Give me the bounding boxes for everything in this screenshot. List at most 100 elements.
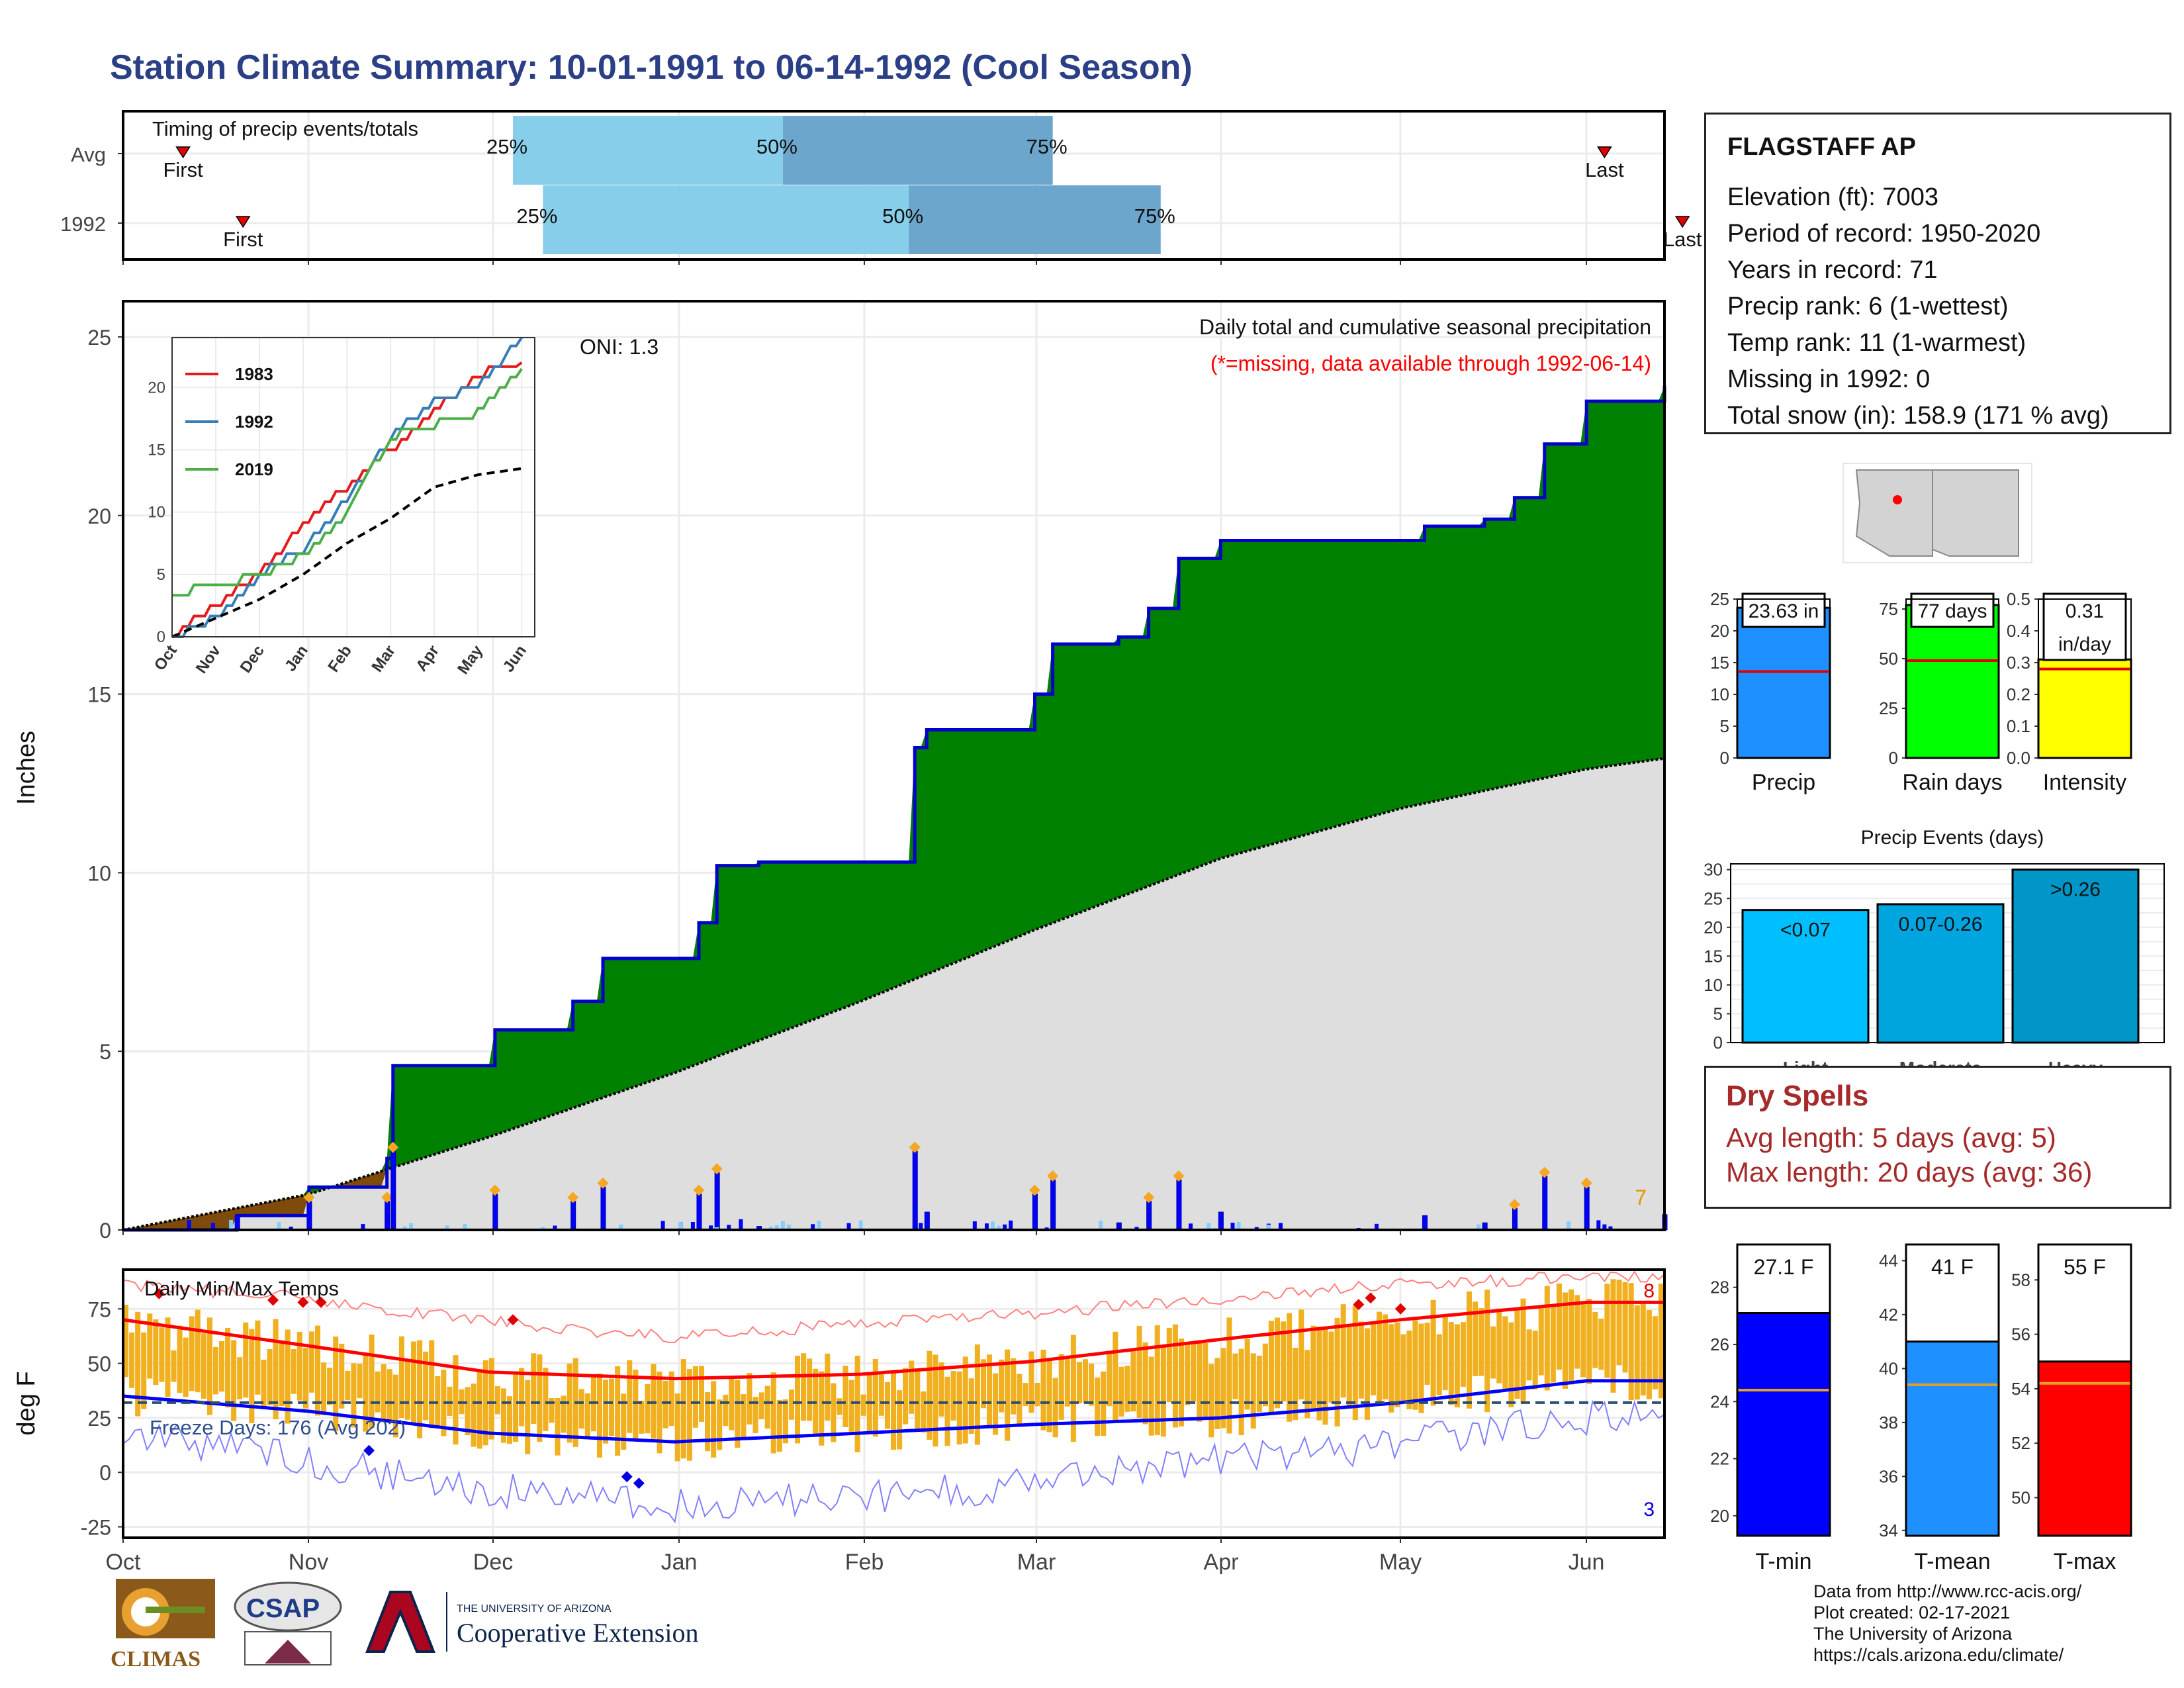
daily-temp-range-bar <box>1052 1378 1058 1438</box>
total-snow-text: Total snow (in): 158.9 (171 % avg) <box>1727 402 2109 430</box>
daily-temp-range-bar <box>165 1317 171 1397</box>
daily-temp-range-bar <box>944 1376 950 1446</box>
summary-value-label: 0.31 <box>2066 600 2104 622</box>
daily-temp-range-bar <box>788 1389 794 1420</box>
daily-temp-range-bar <box>915 1370 921 1429</box>
precip-surplus-area <box>123 385 1664 1230</box>
timing-bar-50-75 <box>782 116 1053 185</box>
daily-temp-range-bar <box>1256 1355 1262 1413</box>
daily-precip-bar <box>660 1221 665 1230</box>
daily-temp-range-bar <box>519 1368 525 1427</box>
summary-value-box <box>2042 592 2127 661</box>
daily-precip-bar <box>210 1223 215 1230</box>
daily-temp-range-bar <box>500 1388 506 1443</box>
inset-y-tick-label: 15 <box>148 442 165 459</box>
daily-temp-range-bar <box>1113 1331 1118 1423</box>
daily-temp-range-bar <box>1586 1299 1592 1385</box>
summary-bar <box>2037 658 2132 759</box>
daily-precip-bar <box>739 1219 743 1230</box>
snow-marker-icon <box>1173 1170 1185 1182</box>
daily-temp-range-bar <box>1136 1325 1142 1418</box>
daily-temp-range-bar <box>621 1393 627 1450</box>
daily-temp-range-bar <box>903 1368 909 1425</box>
precip-events-border <box>1730 863 2165 1043</box>
snow-marker-icon <box>1508 1199 1520 1211</box>
daily-precip-bar <box>1032 1194 1038 1231</box>
daily-temp-range-bar <box>1406 1331 1412 1409</box>
daily-temp-range-bar <box>1226 1317 1232 1434</box>
inset-border <box>171 337 535 637</box>
summary-y-tick-label: 50 <box>1879 649 1898 669</box>
daily-temp-range-bar <box>1340 1304 1346 1398</box>
timing-bar-50-75 <box>909 185 1161 254</box>
daily-temp-range-bar <box>333 1336 339 1432</box>
arizona-map-icon <box>1855 469 1933 557</box>
daily-temp-range-bar <box>602 1380 609 1444</box>
precip-events-y-tick-label: 0 <box>1713 1033 1723 1053</box>
daily-temp-range-bar <box>825 1353 831 1421</box>
temp-bar-y-tick-label: 42 <box>1879 1305 1898 1325</box>
new-mexico-map-icon <box>1932 469 2019 557</box>
daily-precip-bar <box>1003 1224 1007 1230</box>
daily-temp-range-bar <box>1076 1362 1082 1403</box>
temp-bar-y-tick-label: 34 <box>1879 1521 1898 1540</box>
x-axis-month-label: May <box>1379 1550 1422 1575</box>
temp-bar-y-tick-label: 26 <box>1710 1335 1729 1354</box>
precip-events-y-tick-label: 30 <box>1704 860 1723 880</box>
daily-temp-range-bar <box>1383 1314 1388 1400</box>
daily-temp-range-bar <box>153 1319 159 1385</box>
temp-rank-text: Temp rank: 11 (1-warmest) <box>1727 329 2026 357</box>
timing-bar-25-50 <box>513 116 783 185</box>
daily-temp-range-bar <box>243 1322 249 1398</box>
daily-precip-bar <box>972 1221 977 1230</box>
daily-temp-range-bar <box>831 1383 837 1442</box>
page-title: Station Climate Summary: 10-01-1991 to 0… <box>110 48 1193 87</box>
daily-precip-bar <box>1422 1221 1427 1230</box>
daily-precip-bar <box>1542 1176 1548 1231</box>
daily-temp-range-bar <box>782 1399 788 1444</box>
precip-panel-border <box>122 300 1666 1231</box>
daily-temp-range-bar <box>1322 1328 1328 1425</box>
timing-row-label: Avg <box>71 143 106 166</box>
daily-temp-range-bar <box>321 1362 327 1415</box>
daily-temp-range-bar <box>1058 1354 1064 1420</box>
daily-precip-bar <box>1567 1221 1571 1230</box>
daily-precip-bar <box>714 1172 720 1231</box>
daily-temp-range-bar <box>819 1371 825 1446</box>
temp-bar-y-tick-label: 24 <box>1710 1391 1729 1411</box>
record-high-marker-icon <box>1353 1299 1365 1311</box>
daily-temp-range-bar <box>1364 1328 1370 1420</box>
daily-temp-range-bar <box>261 1360 267 1408</box>
daily-temp-range-bar <box>1592 1311 1598 1368</box>
daily-temp-range-bar <box>1544 1286 1550 1391</box>
record-low-marker-icon <box>633 1477 645 1489</box>
dry-spells-max: Max length: 20 days (avg: 36) <box>1726 1156 2093 1188</box>
missing-text: Missing in 1992: 0 <box>1727 365 1931 393</box>
snow-marker-icon <box>387 1141 399 1153</box>
daily-temp-range-bar <box>1214 1358 1220 1429</box>
summary-bar-panel-border <box>1737 598 1831 759</box>
daily-temp-range-bar <box>561 1395 567 1433</box>
daily-temp-range-bar <box>686 1369 692 1461</box>
daily-temp-range-bar <box>1124 1366 1130 1412</box>
daily-precip-bar <box>696 1194 702 1231</box>
x-axis-month-label: Jun <box>1569 1550 1605 1575</box>
daily-temp-range-bar <box>1622 1282 1628 1373</box>
precip-y-tick-label: 25 <box>87 326 111 350</box>
timing-p75-label: 75% <box>1026 135 1068 158</box>
daily-temp-range-bar <box>555 1397 561 1456</box>
daily-precip-bar <box>1254 1227 1259 1230</box>
daily-temp-range-bar <box>584 1393 590 1438</box>
daily-temp-range-bar <box>860 1394 866 1416</box>
snow-marker-icon <box>1047 1170 1059 1182</box>
daily-temp-range-bar <box>308 1331 314 1393</box>
daily-temp-range-bar <box>674 1393 680 1462</box>
snow-marker-icon <box>381 1192 393 1203</box>
precip-event-range-label: >0.26 <box>2050 879 2101 901</box>
temp-bar-panel-border <box>1905 1243 2000 1537</box>
daily-temp-range-bar <box>1166 1327 1172 1403</box>
daily-precip-bar <box>1176 1179 1182 1231</box>
daily-temp-range-bar <box>794 1356 801 1444</box>
daily-precip-bar <box>1146 1201 1152 1231</box>
daily-temp-range-bar <box>1454 1324 1460 1408</box>
